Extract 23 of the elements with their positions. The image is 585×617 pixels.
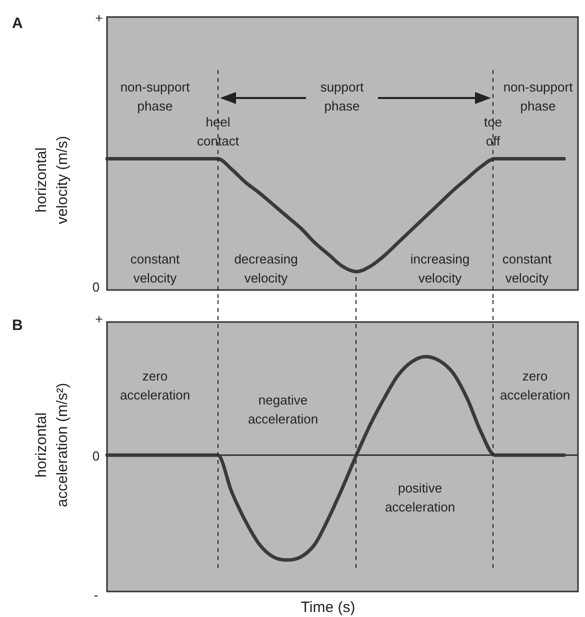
annotation: decreasing velocity [234,252,298,286]
chart-title: B [12,317,23,334]
text: 0 [92,280,100,295]
annotation: increasing velocity [410,252,470,286]
text: non-support phase [120,80,190,114]
annotation: constant velocity [130,252,180,286]
text: + [95,312,103,327]
text: non-support phase [503,80,574,114]
y-axis-title: horizontal velocity (m/s) [33,136,72,224]
text: 0 [92,448,100,464]
text: - [94,588,98,603]
annotation: negative acceleration [248,392,318,427]
text: + [95,10,103,26]
annotation: constant velocity [502,252,552,286]
text: toe off [484,114,502,149]
text: support phase [320,80,364,114]
text: heel contact [197,114,240,149]
annotation: zero acceleration [500,368,570,403]
x-axis-title: Time (s) [300,599,356,616]
annotation: positive acceleration [384,480,456,515]
y-axis-title: horizontal acceleration (m/s²) [33,382,72,508]
annotation: zero acceleration [120,368,190,403]
chart-title: A [12,15,23,32]
